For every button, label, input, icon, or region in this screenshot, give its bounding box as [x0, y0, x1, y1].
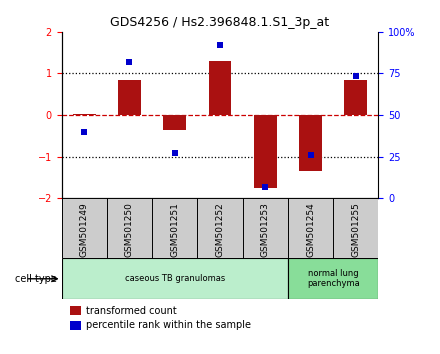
Bar — [163, 115, 186, 130]
Text: cell type: cell type — [15, 274, 57, 284]
Text: caseous TB granulomas: caseous TB granulomas — [125, 274, 225, 283]
Bar — [118, 80, 141, 115]
Bar — [73, 114, 95, 115]
Point — [81, 129, 88, 135]
Bar — [209, 61, 231, 115]
Text: normal lung
parenchyma: normal lung parenchyma — [307, 269, 359, 289]
Text: GSM501255: GSM501255 — [351, 202, 360, 257]
Text: GSM501250: GSM501250 — [125, 202, 134, 257]
Point — [216, 42, 224, 48]
Point — [171, 150, 178, 156]
Bar — [345, 80, 367, 115]
Text: GSM501254: GSM501254 — [306, 202, 315, 257]
Title: GDS4256 / Hs2.396848.1.S1_3p_at: GDS4256 / Hs2.396848.1.S1_3p_at — [110, 16, 330, 29]
Bar — [62, 258, 288, 299]
Bar — [254, 115, 277, 188]
Point — [307, 152, 314, 158]
Text: GSM501253: GSM501253 — [261, 202, 270, 257]
Point — [262, 184, 269, 189]
Text: GSM501249: GSM501249 — [80, 202, 89, 257]
Text: GSM501252: GSM501252 — [216, 202, 224, 257]
Text: GSM501251: GSM501251 — [170, 202, 179, 257]
Point — [126, 59, 133, 65]
Text: percentile rank within the sample: percentile rank within the sample — [86, 320, 251, 330]
Text: transformed count: transformed count — [86, 306, 176, 316]
Point — [352, 73, 359, 79]
Bar — [288, 258, 378, 299]
Bar — [299, 115, 322, 171]
